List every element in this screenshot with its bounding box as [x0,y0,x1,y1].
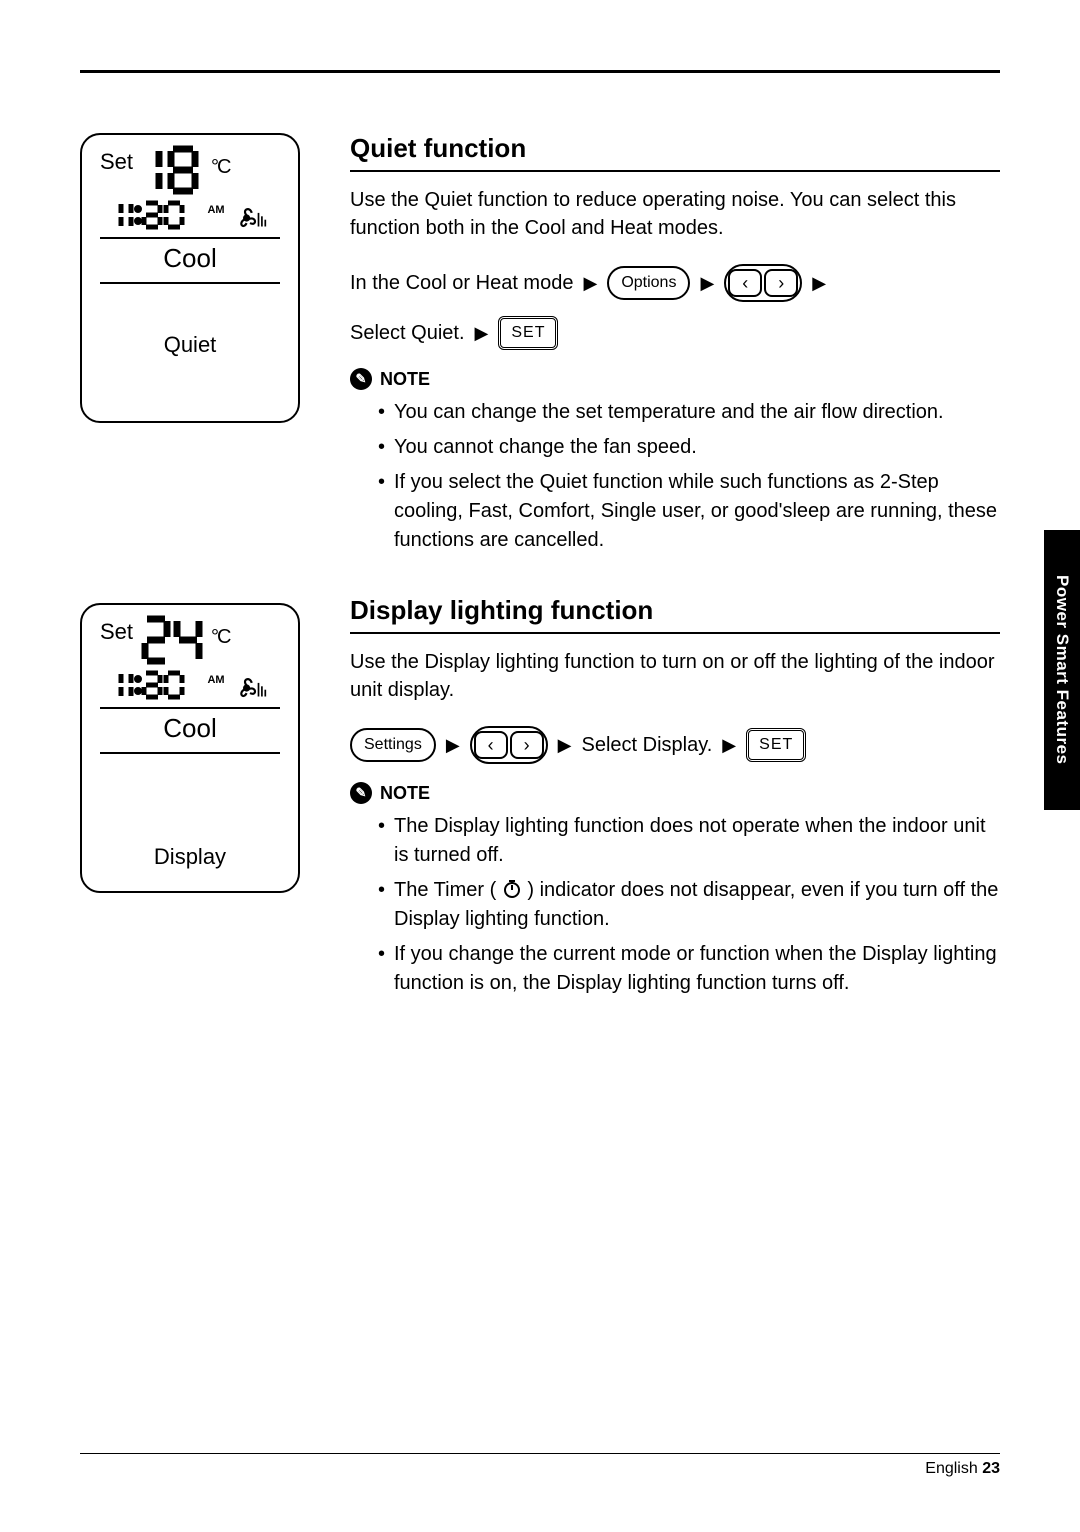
quiet-step-row-1: In the Cool or Heat mode ▶ Options ▶ ‹ ›… [350,264,1000,302]
note-heading: ✎ NOTE [350,782,1000,804]
timer-icon [502,879,522,899]
seven-seg-clock [113,200,203,230]
chevron-right-icon: › [764,269,798,297]
top-rule [80,70,1000,73]
lcd-function: Display [100,754,280,870]
lcd-panel-display: Set °C [80,603,300,893]
note-heading: ✎ NOTE [350,368,1000,390]
set-button[interactable]: SET [746,728,806,762]
note-text-a: The Timer ( [394,879,496,901]
section-title-quiet: Quiet function [350,133,1000,172]
note-item: You can change the set temperature and t… [378,398,1000,427]
lcd-clock [113,670,203,705]
note-icon: ✎ [350,782,372,804]
chevron-left-icon: ‹ [474,731,508,759]
section-display: Display lighting function Use the Displa… [350,595,1000,998]
arrow-icon: ▶ [722,735,736,756]
quiet-notes-list: You can change the set temperature and t… [350,398,1000,555]
nav-left-right-button[interactable]: ‹ › [724,264,802,302]
lcd-ampm: AM [207,204,224,216]
footer-lang: English [925,1460,977,1477]
arrow-icon: ▶ [475,323,489,344]
note-label: NOTE [380,369,430,390]
arrow-icon: ▶ [812,273,826,294]
lcd-mode: Cool [100,709,280,754]
arrow-icon: ▶ [700,273,714,294]
chevron-right-icon: › [510,731,544,759]
section-quiet: Quiet function Use the Quiet function to… [350,133,1000,555]
quiet-step-row-2: Select Quiet. ▶ SET [350,316,1000,350]
note-item: If you change the current mode or functi… [378,940,1000,998]
lcd-clock [113,200,203,235]
display-notes-list: The Display lighting function does not o… [350,812,1000,998]
step-text: Select Quiet. [350,322,465,345]
display-step-row: Settings ▶ ‹ › ▶ Select Display. ▶ SET [350,726,1000,764]
step-text: In the Cool or Heat mode [350,272,573,295]
note-label: NOTE [380,783,430,804]
note-item: You cannot change the fan speed. [378,433,1000,462]
chevron-left-icon: ‹ [728,269,762,297]
page-footer: English 23 [80,1453,1000,1478]
lcd-set-label: Set [100,149,133,175]
options-button[interactable]: Options [607,266,690,300]
lcd-panel-quiet: Set °C [80,133,300,423]
set-button[interactable]: SET [498,316,558,350]
step-text: Select Display. [582,734,713,757]
lcd-function: Quiet [100,284,280,358]
lcd-set-label: Set [100,619,133,645]
note-item: If you select the Quiet function while s… [378,468,1000,555]
arrow-icon: ▶ [446,735,460,756]
lcd-temp: °C [139,145,227,204]
side-tab: Power Smart Features [1044,530,1080,810]
note-item: The Timer ( ) indicator does not disappe… [378,876,1000,934]
settings-button[interactable]: Settings [350,728,436,762]
lcd-ampm: AM [207,674,224,686]
seven-seg-24 [139,615,209,665]
fan-icon [233,201,267,235]
footer-page: 23 [982,1460,1000,1477]
section-title-display: Display lighting function [350,595,1000,634]
lcd-temp: °C [139,615,227,674]
arrow-icon: ▶ [583,273,597,294]
nav-left-right-button[interactable]: ‹ › [470,726,548,764]
display-description: Use the Display lighting function to tur… [350,648,1000,704]
seven-seg-clock [113,670,203,700]
fan-icon [233,671,267,705]
note-item: The Display lighting function does not o… [378,812,1000,870]
arrow-icon: ▶ [558,735,572,756]
lcd-mode: Cool [100,239,280,284]
lcd-unit: °C [211,626,229,648]
lcd-unit: °C [211,156,229,178]
seven-seg-18 [139,145,209,195]
quiet-description: Use the Quiet function to reduce operati… [350,186,1000,242]
note-icon: ✎ [350,368,372,390]
